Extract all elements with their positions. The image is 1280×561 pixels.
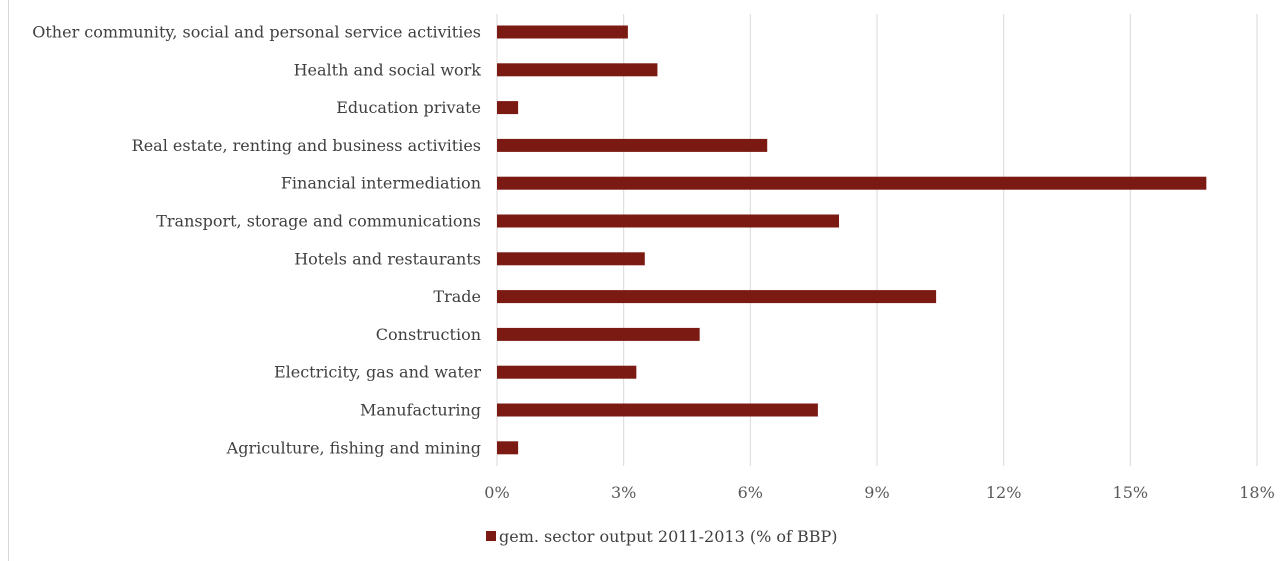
category-label: Real estate, renting and business activi… bbox=[132, 136, 481, 155]
x-tick-label: 12% bbox=[986, 483, 1022, 502]
legend-swatch bbox=[486, 531, 496, 541]
category-label: Hotels and restaurants bbox=[294, 249, 481, 268]
x-tick-label: 6% bbox=[738, 483, 763, 502]
bar bbox=[497, 101, 519, 115]
x-tick-label: 15% bbox=[1113, 483, 1149, 502]
category-label: Manufacturing bbox=[360, 401, 481, 420]
bar bbox=[497, 176, 1207, 190]
bar bbox=[497, 441, 519, 455]
category-label: Other community, social and personal ser… bbox=[32, 23, 481, 42]
category-label: Health and social work bbox=[294, 60, 482, 79]
x-tick-label: 0% bbox=[484, 483, 509, 502]
bars bbox=[497, 25, 1207, 455]
bar bbox=[497, 252, 645, 266]
category-label: Construction bbox=[376, 325, 481, 344]
bar bbox=[497, 214, 839, 228]
category-labels: Other community, social and personal ser… bbox=[32, 23, 481, 458]
chart-frame bbox=[8, 0, 1280, 561]
legend: gem. sector output 2011-2013 (% of BBP) bbox=[486, 527, 838, 546]
legend-label: gem. sector output 2011-2013 (% of BBP) bbox=[499, 527, 838, 546]
category-label: Agriculture, fishing and mining bbox=[226, 438, 481, 457]
bar bbox=[497, 365, 637, 379]
bar bbox=[497, 63, 658, 77]
bar bbox=[497, 327, 700, 341]
x-tick-labels: 0% 3% 6% 9% 12% 15% 18% bbox=[484, 483, 1274, 502]
x-tick-label: 3% bbox=[611, 483, 636, 502]
x-tick-label: 18% bbox=[1239, 483, 1275, 502]
bar bbox=[497, 25, 628, 39]
bar bbox=[497, 403, 818, 417]
category-label: Transport, storage and communications bbox=[156, 212, 481, 231]
category-label: Education private bbox=[336, 98, 481, 117]
gridlines bbox=[496, 14, 1258, 466]
x-tick-label: 9% bbox=[864, 483, 889, 502]
category-label: Financial intermediation bbox=[281, 174, 481, 193]
bar bbox=[497, 290, 937, 304]
category-label: Trade bbox=[433, 287, 481, 306]
category-label: Electricity, gas and water bbox=[274, 363, 481, 382]
bar bbox=[497, 138, 768, 152]
